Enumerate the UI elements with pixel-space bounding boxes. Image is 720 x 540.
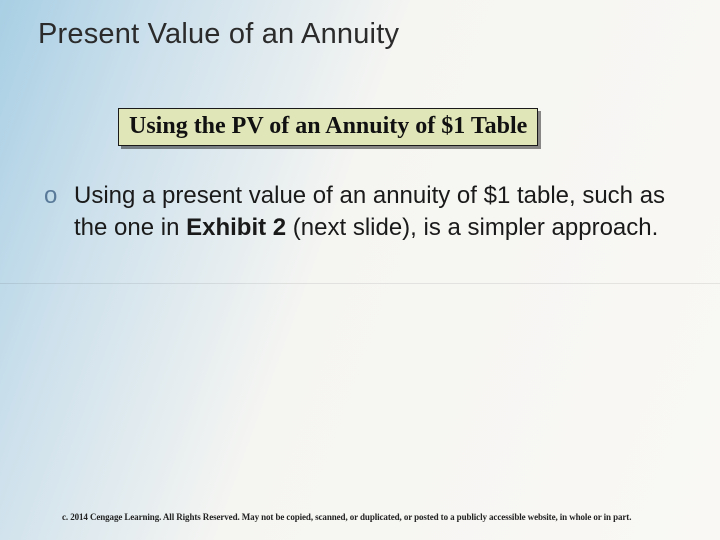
body-area: o Using a present value of an annuity of…: [44, 180, 676, 245]
bullet-text-after: (next slide), is a simpler approach.: [286, 214, 658, 241]
content-divider: [0, 283, 720, 284]
bullet-text: Using a present value of an annuity of $…: [74, 180, 676, 245]
bullet-marker: o: [44, 180, 74, 212]
copyright-footer: c. 2014 Cengage Learning. All Rights Res…: [62, 512, 680, 522]
bullet-item: o Using a present value of an annuity of…: [44, 180, 676, 245]
slide: Present Value of an Annuity Using the PV…: [0, 0, 720, 540]
slide-title: Present Value of an Annuity: [0, 18, 720, 51]
bullet-text-bold: Exhibit 2: [186, 214, 286, 241]
subtitle-box: Using the PV of an Annuity of $1 Table: [118, 108, 538, 146]
